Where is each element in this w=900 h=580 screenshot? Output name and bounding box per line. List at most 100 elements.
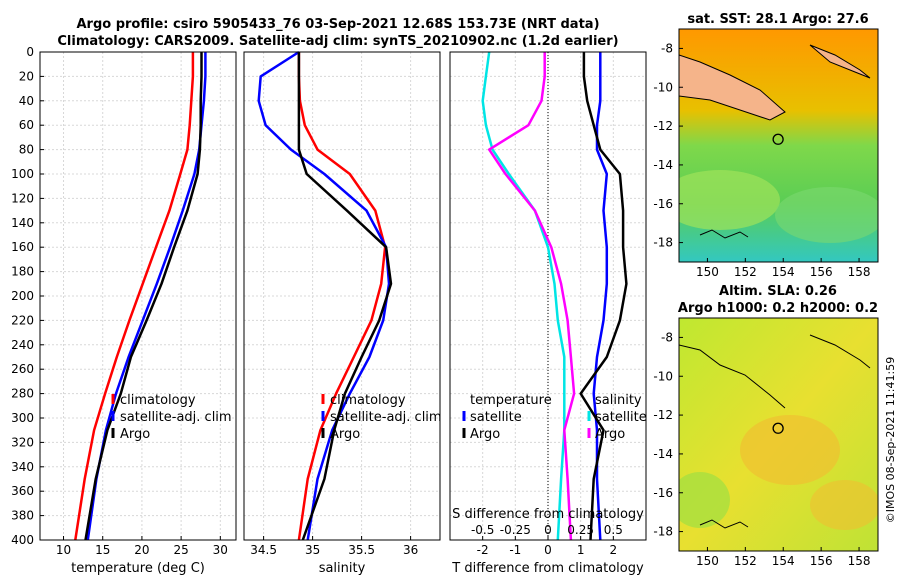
sst-land-new-guinea [679, 54, 786, 121]
sst-land-islands [809, 44, 871, 79]
map-xtick-label: 156 [810, 554, 833, 568]
salinity-tick-label: 0.5 [604, 523, 623, 537]
xtick-label: -1 [509, 543, 521, 557]
sla-high-patch [740, 415, 840, 485]
ytick-label: 280 [11, 387, 34, 401]
legend-label: Argo [120, 427, 150, 442]
map-xtick-label: 158 [848, 265, 871, 279]
ytick-label: 360 [11, 484, 34, 498]
salinity-tick-label: -0.5 [471, 523, 494, 537]
xtick-label: 1 [577, 543, 585, 557]
xtick-label: 36 [403, 543, 418, 557]
sla-coast-new-guinea [679, 344, 786, 409]
sla-map-frame [678, 317, 879, 552]
xtick-label: -2 [477, 543, 489, 557]
sla-map-title-1: Altim. SLA: 0.26 [719, 284, 837, 299]
sla-map: Altim. SLA: 0.26 Argo h1000: 0.2 h2000: … [653, 284, 879, 568]
sla-coast-bottom [699, 519, 749, 529]
legend-label: satellite-adj. clim [330, 410, 442, 425]
ytick-label: 80 [19, 143, 34, 157]
ytick-label: 340 [11, 460, 34, 474]
sst-patch [775, 187, 878, 243]
ytick-label: 220 [11, 313, 34, 327]
xtick-label: 0 [544, 543, 552, 557]
salinity-axis-label: S difference from climatology [452, 507, 644, 522]
sst-map-frame [678, 28, 879, 263]
sla-map-ticks: 150 152 154 156 158 -8 -10 -12 -14 -16 -18 [653, 330, 870, 568]
sst-argo-location-marker [772, 133, 784, 145]
map-ytick-label: -16 [653, 486, 673, 500]
series-climatology [74, 52, 195, 541]
map-xtick-label: 152 [734, 554, 757, 568]
legend-t-label: temperature [470, 393, 552, 408]
xtick-label: 35 [305, 543, 320, 557]
sla-argo-location-marker [772, 422, 784, 434]
ytick-label: 400 [11, 533, 34, 547]
map-xtick-label: 154 [772, 265, 795, 279]
ytick-label: 260 [11, 362, 34, 376]
legend-label: climatology [120, 393, 196, 408]
series-argo [297, 52, 393, 541]
legend-s-label: satellite [595, 410, 647, 425]
map-ytick-label: -18 [653, 525, 673, 539]
title-line-1: Argo profile: csiro 5905433_76 03-Sep-20… [76, 17, 599, 32]
map-xtick-label: 150 [696, 554, 719, 568]
xtick-label: 2 [610, 543, 618, 557]
map-xtick-label: 154 [772, 554, 795, 568]
xtick-label: 35.5 [348, 543, 375, 557]
legend-s-label: Argo [595, 427, 625, 442]
salinity-tick-label: -0.25 [500, 523, 531, 537]
ytick-label: 200 [11, 289, 34, 303]
ytick-label: 300 [11, 411, 34, 425]
title-line-2: Climatology: CARS2009. Satellite-adj cli… [57, 34, 618, 49]
legend-t-label: satellite [470, 410, 522, 425]
ytick-label: 0 [26, 45, 34, 59]
map-ytick-label: -8 [661, 330, 673, 344]
map-xtick-label: 152 [734, 265, 757, 279]
sst-map: sat. SST: 28.1 Argo: 27.6 150 152 154 156 15… [653, 12, 879, 279]
xtick-label: 10 [56, 543, 71, 557]
sla-coast-islands [809, 334, 871, 369]
ytick-label: 20 [19, 69, 34, 83]
xtick-label: 15 [95, 543, 110, 557]
map-ytick-label: -16 [653, 197, 673, 211]
map-ytick-label: -14 [653, 447, 673, 461]
xtick-label: 30 [213, 543, 228, 557]
legend-label: climatology [330, 393, 406, 408]
axes-frame [243, 51, 441, 541]
xtick-label: 34.5 [250, 543, 277, 557]
series-s-satellite [481, 51, 566, 541]
sla-low-patch [679, 472, 730, 528]
map-ytick-label: -10 [653, 80, 673, 94]
ytick-label: 380 [11, 509, 34, 523]
series-t-argo [579, 52, 628, 541]
salinity-tick-label: 0.25 [567, 523, 594, 537]
series-satellite-adj-clim [86, 52, 207, 541]
xtick-label: 25 [173, 543, 188, 557]
legend-label: Argo [330, 427, 360, 442]
map-xtick-label: 158 [848, 554, 871, 568]
legend-s-label: salinity [595, 393, 642, 408]
map-ytick-label: -8 [661, 41, 673, 55]
map-ytick-label: -12 [653, 408, 673, 422]
temperature-panel: 10 15 20 25 30 temperature (deg C) 0 20 40 60 80 10… [11, 45, 237, 576]
legend-t-label: Argo [470, 427, 500, 442]
ytick-label: 120 [11, 191, 34, 205]
ytick-label: 160 [11, 240, 34, 254]
ytick-label: 40 [19, 94, 34, 108]
ytick-label: 60 [19, 118, 34, 132]
credit-stamp: ©IMOS 08-Sep-2021 11:41:59 [884, 357, 897, 523]
salinity-panel: 34.5 35 35.5 36 salinity climatology satellite… [243, 50, 442, 576]
series-s-argo [487, 52, 576, 541]
ytick-label: 100 [11, 167, 34, 181]
sst-warm-patch [679, 170, 780, 230]
difference-panel: -2 -1 0 1 2 T difference from climatology temp… [449, 51, 647, 576]
sla-map-title-2: Argo h1000: 0.2 h2000: 0.2 [678, 301, 878, 316]
x-axis-label: temperature (deg C) [71, 561, 205, 576]
map-xtick-label: 156 [810, 265, 833, 279]
map-ytick-label: -14 [653, 158, 673, 172]
map-ytick-label: -18 [653, 236, 673, 250]
x-axis-label: salinity [319, 561, 366, 576]
